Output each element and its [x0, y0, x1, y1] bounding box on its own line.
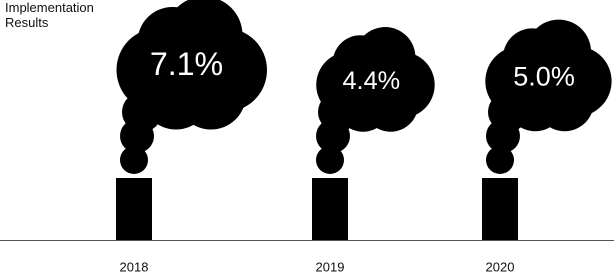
value-label: 5.0% — [513, 61, 575, 91]
chimney — [312, 178, 348, 240]
chimney — [482, 178, 518, 240]
x-tick-label: 2019 — [316, 259, 345, 274]
chart-canvas: 7.1% 2018 4.4% 2019 5.0% 2020 — [0, 0, 614, 277]
smoke-cloud — [316, 27, 435, 174]
chart: 7.1% 2018 4.4% 2019 5.0% 2020 Implementation … — [0, 0, 614, 277]
smoke-cloud — [485, 20, 611, 174]
x-tick-label: 2018 — [120, 259, 149, 274]
x-tick-label: 2020 — [486, 259, 515, 274]
chart-title: Implementation Results — [5, 0, 105, 30]
value-label: 4.4% — [342, 67, 400, 95]
chimney — [116, 178, 152, 240]
value-label: 7.1% — [150, 46, 223, 82]
smoke-cloud — [117, 0, 268, 174]
